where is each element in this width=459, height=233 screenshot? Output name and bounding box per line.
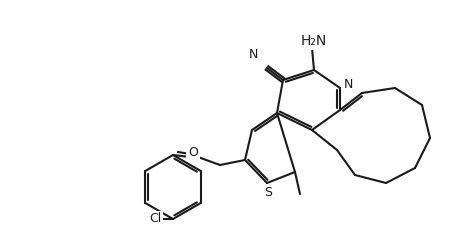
Text: H₂N: H₂N <box>300 34 326 48</box>
Text: O: O <box>188 147 197 160</box>
Text: Cl: Cl <box>149 212 161 226</box>
Text: S: S <box>263 185 271 199</box>
Text: N: N <box>248 48 257 61</box>
Text: N: N <box>342 79 352 92</box>
